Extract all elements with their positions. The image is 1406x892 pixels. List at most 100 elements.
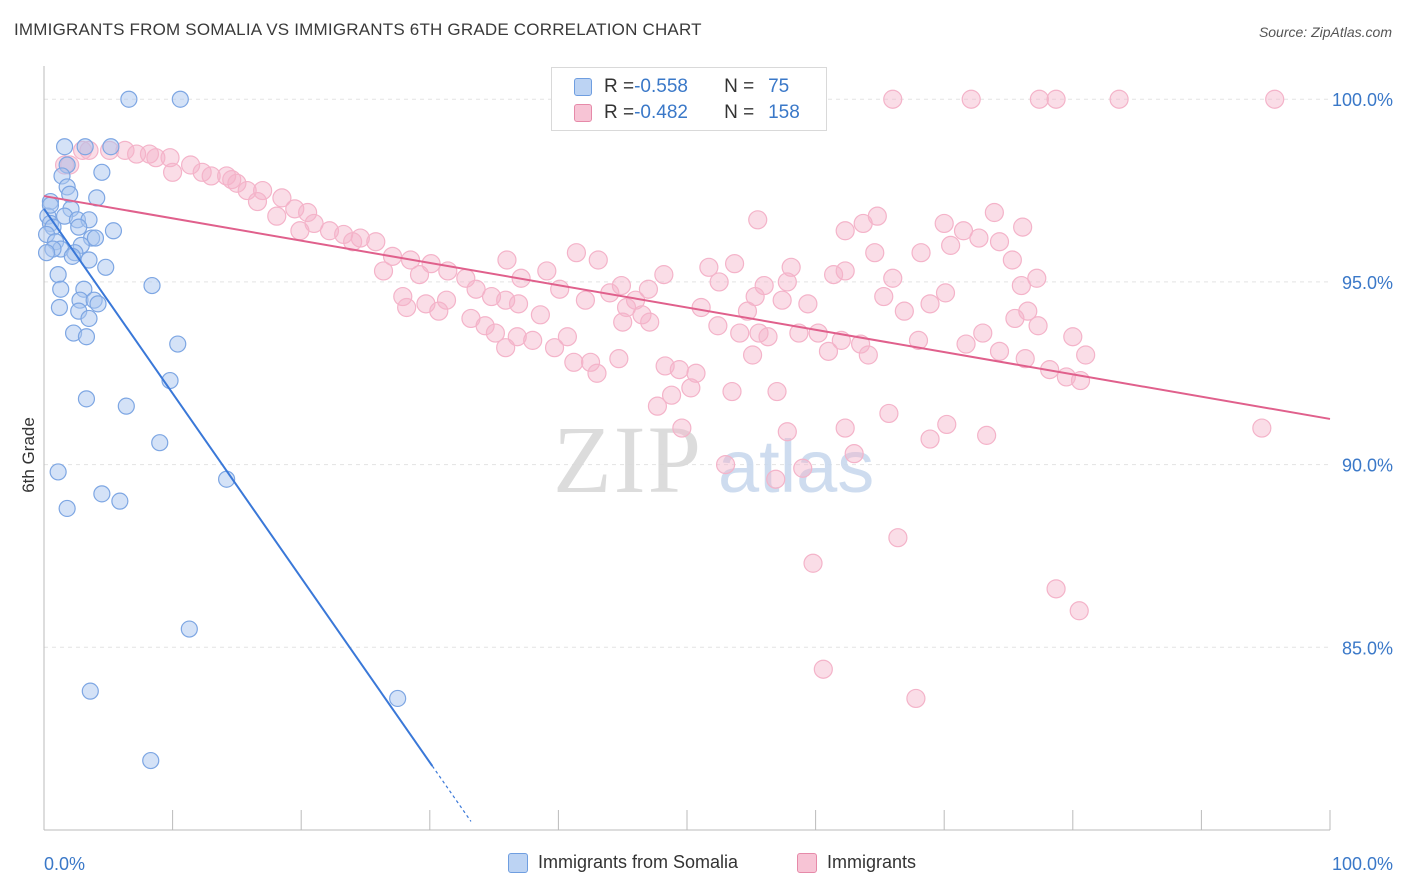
point-immigrants bbox=[699, 257, 719, 277]
point-immigrants bbox=[920, 294, 940, 314]
point-immigrants bbox=[227, 173, 247, 193]
point-somalia bbox=[77, 390, 96, 408]
point-somalia bbox=[142, 751, 160, 770]
point-immigrants bbox=[767, 381, 787, 402]
watermark: ZIP atlas bbox=[553, 406, 874, 513]
point-immigrants bbox=[523, 330, 543, 350]
point-immigrants bbox=[709, 272, 729, 292]
series-somalia-points bbox=[37, 90, 407, 770]
point-immigrants bbox=[126, 144, 147, 164]
point-immigrants bbox=[851, 334, 871, 354]
point-somalia bbox=[97, 258, 115, 276]
legend-swatch-pink bbox=[574, 104, 592, 122]
point-immigrants bbox=[1046, 89, 1066, 109]
point-immigrants bbox=[742, 345, 763, 365]
point-immigrants bbox=[146, 148, 166, 168]
point-immigrants bbox=[984, 202, 1004, 223]
point-immigrants bbox=[253, 180, 273, 201]
point-somalia bbox=[93, 485, 111, 503]
point-immigrants bbox=[640, 312, 660, 332]
point-immigrants bbox=[588, 250, 608, 270]
point-immigrants bbox=[777, 422, 797, 442]
point-immigrants bbox=[466, 279, 486, 299]
point-immigrants bbox=[409, 265, 430, 285]
point-immigrants bbox=[853, 213, 873, 234]
point-immigrants bbox=[941, 235, 961, 255]
point-immigrants bbox=[879, 403, 899, 424]
legend-label-immigrants: Immigrants bbox=[827, 852, 917, 872]
point-immigrants bbox=[611, 275, 632, 296]
point-immigrants bbox=[844, 444, 864, 464]
point-immigrants bbox=[989, 232, 1010, 252]
point-immigrants bbox=[654, 265, 674, 285]
point-immigrants bbox=[883, 268, 903, 288]
point-immigrants bbox=[609, 349, 629, 369]
point-immigrants bbox=[267, 206, 287, 226]
point-immigrants bbox=[290, 221, 310, 241]
point-immigrants bbox=[638, 279, 659, 299]
series-immigrants-points bbox=[54, 89, 1285, 709]
point-immigrants bbox=[691, 297, 711, 318]
point-immigrants bbox=[908, 330, 929, 350]
point-immigrants bbox=[496, 338, 516, 358]
point-immigrants bbox=[835, 221, 855, 241]
point-immigrants bbox=[686, 363, 706, 383]
trend-line-immigrants bbox=[43, 195, 1331, 420]
point-immigrants bbox=[772, 290, 792, 310]
point-immigrants bbox=[537, 261, 557, 281]
point-immigrants bbox=[722, 381, 742, 402]
point-immigrants bbox=[737, 301, 758, 321]
point-somalia bbox=[111, 492, 129, 510]
point-immigrants bbox=[1265, 89, 1285, 109]
point-immigrants bbox=[272, 188, 292, 208]
point-immigrants bbox=[350, 228, 370, 248]
y-tick-label: 100.0% bbox=[1332, 90, 1393, 110]
point-immigrants bbox=[766, 469, 786, 489]
point-immigrants bbox=[1015, 349, 1035, 369]
point-immigrants bbox=[393, 286, 413, 307]
point-immigrants bbox=[973, 323, 993, 343]
point-immigrants bbox=[934, 213, 954, 234]
point-immigrants bbox=[669, 360, 689, 380]
point-immigrants bbox=[1013, 217, 1033, 237]
point-immigrants bbox=[1069, 601, 1089, 621]
point-somalia bbox=[52, 280, 70, 298]
point-immigrants bbox=[475, 316, 495, 336]
point-somalia bbox=[55, 138, 74, 156]
point-somalia bbox=[169, 335, 187, 353]
point-somalia bbox=[180, 620, 198, 638]
point-immigrants bbox=[911, 243, 931, 263]
trend-line-somalia-extension bbox=[431, 765, 472, 822]
point-somalia bbox=[77, 328, 96, 346]
point-immigrants bbox=[874, 286, 894, 307]
legend-item-somalia: Immigrants from Somalia bbox=[508, 852, 738, 873]
point-somalia bbox=[104, 222, 123, 240]
y-tick-label: 90.0% bbox=[1342, 456, 1393, 476]
point-immigrants bbox=[1018, 301, 1038, 321]
point-immigrants bbox=[894, 301, 914, 321]
point-immigrants bbox=[803, 553, 823, 573]
point-immigrants bbox=[724, 254, 745, 274]
point-immigrants bbox=[481, 286, 502, 307]
y-tick-label: 95.0% bbox=[1342, 273, 1393, 293]
point-immigrants bbox=[1027, 268, 1047, 288]
point-somalia bbox=[171, 90, 189, 108]
point-immigrants bbox=[1109, 89, 1129, 109]
trend-line-somalia bbox=[43, 208, 434, 767]
source-label: Source: ZipAtlas.com bbox=[1258, 24, 1392, 40]
legend-n-label: N = bbox=[724, 76, 755, 97]
y-tick-label: 85.0% bbox=[1342, 638, 1393, 658]
legend-r-value: -0.558 bbox=[634, 76, 688, 97]
point-immigrants bbox=[977, 425, 997, 445]
point-somalia bbox=[143, 276, 161, 295]
point-immigrants bbox=[550, 279, 570, 299]
point-immigrants bbox=[566, 243, 587, 263]
legend-n-value: 158 bbox=[768, 102, 800, 123]
legend-swatch-pink bbox=[797, 852, 817, 873]
point-immigrants bbox=[217, 166, 237, 186]
point-somalia bbox=[58, 499, 76, 518]
point-somalia bbox=[102, 138, 120, 156]
point-somalia bbox=[80, 251, 98, 269]
legend-swatch-blue bbox=[574, 78, 592, 96]
point-somalia bbox=[50, 298, 69, 317]
